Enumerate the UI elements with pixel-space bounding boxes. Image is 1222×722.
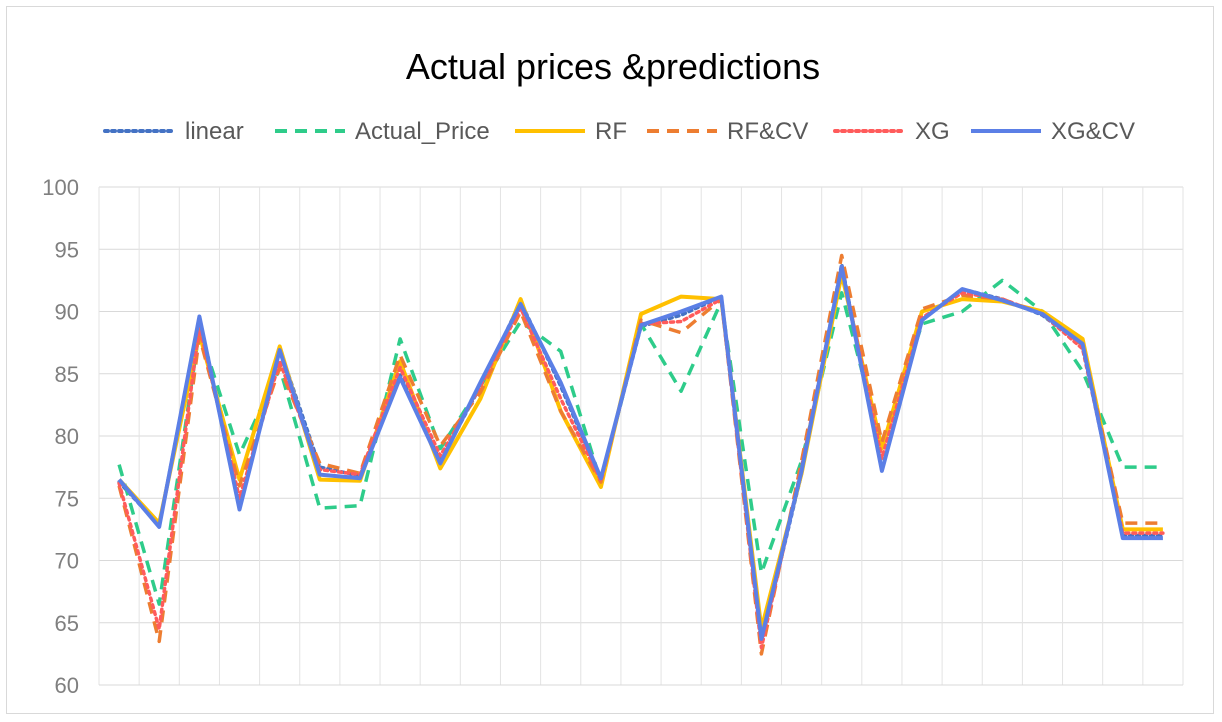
- chart-area: Actual prices &predictions linear Actual_…: [6, 6, 1214, 714]
- legend-label: Actual_Price: [355, 118, 490, 145]
- legend-label: RF: [595, 118, 627, 145]
- line-chart: Actual prices &predictions linear Actual_…: [42, 46, 1184, 698]
- legend-item: XG: [833, 118, 950, 145]
- gridlines: [98, 186, 1184, 685]
- y-tick-label: 90: [55, 300, 79, 325]
- legend-item: linear: [103, 118, 244, 145]
- legend-label: XG&CV: [1051, 118, 1135, 145]
- y-tick-label: 75: [55, 486, 79, 511]
- legend-label: linear: [185, 118, 244, 145]
- y-tick-label: 60: [55, 673, 79, 698]
- y-tick-label: 95: [55, 237, 79, 262]
- series-lines: [117, 253, 1165, 656]
- series-line-xg-cv: [117, 264, 1163, 641]
- legend-label: XG: [915, 118, 950, 145]
- legend-item: Actual_Price: [275, 118, 490, 145]
- y-tick-label: 85: [55, 362, 79, 387]
- legend-item: RF: [515, 118, 627, 145]
- chart-title: Actual prices &predictions: [406, 46, 820, 87]
- legend-item: RF&CV: [647, 118, 808, 145]
- y-tick-labels: 60 65 70 75 80 85 90 95 100: [42, 175, 79, 698]
- legend-label: RF&CV: [727, 118, 808, 145]
- legend: linear Actual_Price RF RF&CV XG XG&CV: [103, 118, 1135, 145]
- y-tick-label: 70: [55, 549, 79, 574]
- y-tick-label: 65: [55, 611, 79, 636]
- legend-item: XG&CV: [971, 118, 1135, 145]
- y-tick-label: 80: [55, 424, 79, 449]
- y-tick-label: 100: [42, 175, 79, 200]
